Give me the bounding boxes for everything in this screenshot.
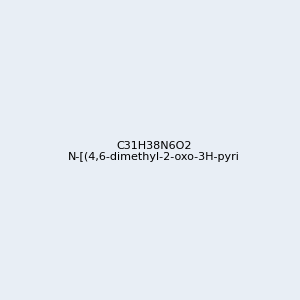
Text: C31H38N6O2
N-[(4,6-dimethyl-2-oxo-3H-pyri: C31H38N6O2 N-[(4,6-dimethyl-2-oxo-3H-pyr… — [68, 141, 240, 162]
